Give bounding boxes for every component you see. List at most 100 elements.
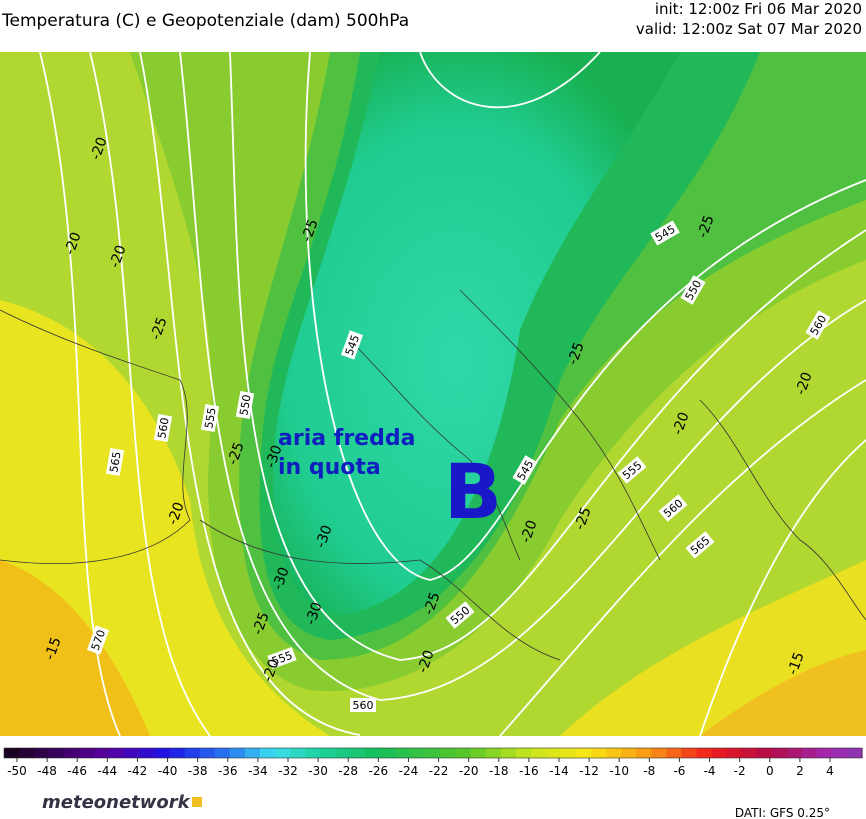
colorbar-tick-label: -44 [98, 764, 118, 778]
colorbar-cell [576, 748, 592, 758]
colorbar-tick-label: -8 [643, 764, 655, 778]
colorbar-cell [530, 748, 547, 758]
colorbar-cell [561, 748, 577, 758]
colorbar-cell [801, 748, 818, 758]
colorbar-cell [305, 748, 321, 758]
temperature-contour-label: -30 [313, 523, 336, 550]
colorbar-tick-label: -40 [158, 764, 178, 778]
colorbar-tick-label: -42 [128, 764, 148, 778]
low-pressure-label: B [444, 447, 502, 536]
annotation: aria fredda [278, 426, 415, 451]
colorbar-cell [139, 748, 156, 758]
height-contour-value: 560 [353, 699, 374, 712]
colorbar-tick-label: -36 [218, 764, 238, 778]
colorbar-cell [786, 748, 803, 758]
colorbar-tick-label: -24 [399, 764, 419, 778]
colorbar-cell [94, 748, 110, 758]
label-box [658, 494, 688, 522]
colorbar-cell [410, 748, 427, 758]
label-box [200, 403, 220, 433]
colorbar-cell [771, 748, 788, 758]
colorbar-tick-label: -6 [673, 764, 685, 778]
height-contour-label: 565 [105, 447, 125, 477]
temperature-contour-label: -15 [42, 635, 65, 662]
temperature-contour-label: -30 [270, 565, 293, 592]
colorbar-cell [290, 748, 306, 758]
colorbar-cell [440, 748, 457, 758]
colorbar-cell [681, 748, 698, 758]
colorbar-cell [199, 748, 216, 758]
label-box [805, 310, 831, 340]
colorbar-tick-label: -28 [338, 764, 358, 778]
colorbar-tick-label: -26 [369, 764, 389, 778]
colorbar-cell [756, 748, 773, 758]
colorbar-tick-label: -20 [459, 764, 479, 778]
temperature-contour-label: -20 [107, 243, 130, 270]
label-box [512, 455, 538, 485]
colorbar-cell [395, 748, 411, 758]
valid-time: valid: 12:00z Sat 07 Mar 2020 [636, 20, 862, 38]
coastlines [0, 289, 866, 661]
label-box [685, 531, 715, 559]
colorbar-cell [64, 748, 80, 758]
colorbar-tick-label: -2 [734, 764, 746, 778]
colorbar-cell [380, 748, 396, 758]
colorbar-cell [651, 748, 667, 758]
colorbar-cell [350, 748, 366, 758]
colorbar-tick-label: -18 [489, 764, 509, 778]
temperature-contour-label: -25 [250, 610, 273, 637]
height-contour-label: 550 [235, 390, 255, 420]
colorbar-tick-label: -10 [609, 764, 629, 778]
temperature-contour-label: -20 [62, 230, 85, 257]
colorbar-cell [485, 748, 502, 758]
label-box [340, 330, 364, 360]
temperature-contour-label: -25 [299, 217, 322, 244]
colorbar-cell [500, 748, 517, 758]
label-box [445, 601, 475, 629]
logo-square [192, 797, 202, 807]
colorbar-tick-label: -50 [7, 764, 27, 778]
colorbar-cell [335, 748, 351, 758]
colorbar-cell [19, 748, 35, 758]
temperature-contour-label: -20 [260, 657, 283, 684]
temperature-contour-label: -20 [670, 410, 693, 437]
colorbar-cell [847, 748, 863, 758]
colorbar-tick-label: -34 [248, 764, 268, 778]
colorbar-tick-label: 0 [766, 764, 774, 778]
colorbar-cell [229, 748, 246, 758]
label-box [650, 220, 680, 246]
temperature-contour-label: -20 [518, 518, 541, 545]
colorbar-cell [621, 748, 637, 758]
colorbar-cell [124, 748, 140, 758]
label-box [153, 413, 173, 443]
colorbar-tick-label: -22 [429, 764, 449, 778]
colorbar-cell [470, 748, 487, 758]
temperature-contour-label: -30 [303, 600, 326, 627]
temperature-contour-label: -20 [415, 648, 438, 675]
colorbar-cell [79, 748, 95, 758]
temperature-contour-label: -25 [695, 213, 718, 240]
colorbar-cell [214, 748, 231, 758]
colorbar-cell [741, 748, 758, 758]
colorbar-cell [425, 748, 442, 758]
label-box [105, 447, 125, 477]
colorbar-cell [320, 748, 336, 758]
colorbar-cell [696, 748, 713, 758]
colorbar-cell [711, 748, 728, 758]
colorbar-cell [49, 748, 65, 758]
map [0, 51, 866, 737]
temperature-contour-label: -25 [572, 505, 595, 532]
colorbar-cell [244, 748, 261, 758]
logo: meteonetwork [42, 792, 191, 813]
colorbar-tick-label: -30 [308, 764, 328, 778]
temperature-contour-label: -20 [88, 135, 111, 162]
temperature-contour-label: -25 [148, 315, 171, 342]
data-source: DATI: GFS 0.25° [735, 806, 830, 819]
colorbar-cell [4, 748, 20, 758]
colorbar-tick-label: -4 [704, 764, 716, 778]
label-box [350, 698, 376, 712]
colorbar-cell [455, 748, 472, 758]
temperature-contour-label: -15 [785, 650, 808, 677]
title: Temperatura (C) e Geopotenziale (dam) 50… [1, 11, 409, 31]
colorbar-tick-label: -32 [278, 764, 298, 778]
